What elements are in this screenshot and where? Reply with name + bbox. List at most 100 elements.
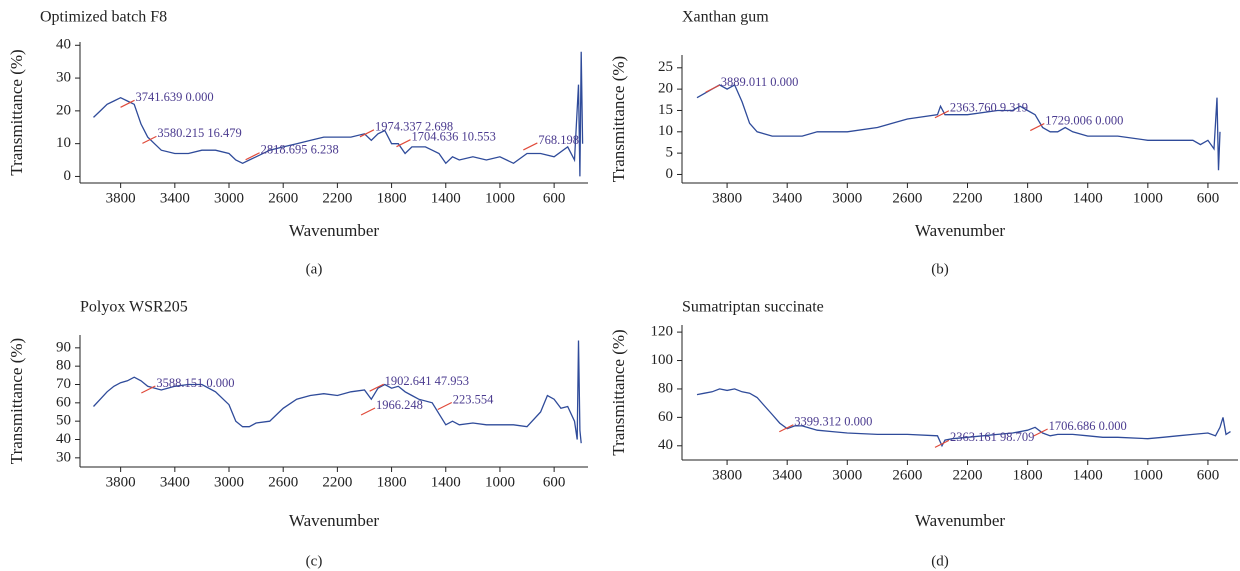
y-tick-label: 40 <box>56 37 71 53</box>
y-tick-label: 90 <box>56 339 71 355</box>
y-axis-label: Transmittance (%) <box>609 329 628 455</box>
y-tick-label: 100 <box>651 352 674 368</box>
x-tick-label: 600 <box>543 474 566 490</box>
x-tick-label: 3400 <box>160 190 190 206</box>
x-tick-label: 3800 <box>106 190 136 206</box>
y-tick-label: 120 <box>651 324 674 340</box>
annotation: 3588.151 0.000 <box>156 376 234 390</box>
y-axis-label: Transmittance (%) <box>609 56 628 182</box>
annotation: 768.198 <box>538 133 579 147</box>
x-tick-label: 1000 <box>485 190 515 206</box>
annotation: 3889.011 0.000 <box>721 75 799 89</box>
x-tick-label: 3800 <box>106 474 136 490</box>
annotation: 2363.760 9.319 <box>950 101 1028 115</box>
annotation: 1974.337 2.698 <box>375 120 453 134</box>
x-axis-label: Wavenumber <box>915 511 1006 530</box>
annotation-leader <box>359 129 375 138</box>
annotation-leader <box>142 135 157 144</box>
x-tick-label: 600 <box>1197 467 1220 483</box>
annotation-leader <box>1030 122 1045 132</box>
annotation: 1704.636 10.553 <box>411 130 495 144</box>
x-axis-label: Wavenumber <box>289 221 380 240</box>
x-axis-label: Wavenumber <box>915 221 1006 240</box>
x-tick-label: 1000 <box>1133 190 1163 206</box>
x-axis-label: Wavenumber <box>289 511 380 530</box>
x-tick-label: 3400 <box>772 190 802 206</box>
annotation-leader <box>523 142 538 151</box>
annotation: 1966.248 <box>376 398 423 412</box>
x-tick-label: 3400 <box>160 474 190 490</box>
x-tick-label: 1800 <box>377 474 407 490</box>
y-axis-label: Transmittance (%) <box>7 49 26 175</box>
x-tick-label: 2600 <box>268 190 298 206</box>
annotation-leader <box>360 407 376 416</box>
y-tick-label: 0 <box>666 166 674 182</box>
x-tick-label: 2600 <box>892 190 922 206</box>
annotation-leader <box>934 439 950 448</box>
caption: (a) <box>306 261 323 277</box>
y-tick-label: 70 <box>56 376 71 392</box>
y-tick-label: 80 <box>658 380 673 396</box>
y-axis-label: Transmittance (%) <box>7 338 26 464</box>
y-tick-label: 30 <box>56 70 71 86</box>
annotation-leader <box>396 139 411 148</box>
y-tick-label: 25 <box>658 59 673 75</box>
annotation: 1706.686 0.000 <box>1049 419 1127 433</box>
x-tick-label: 1400 <box>1073 467 1103 483</box>
x-tick-label: 1800 <box>1013 467 1043 483</box>
y-tick-label: 40 <box>56 431 71 447</box>
x-tick-label: 1800 <box>1013 190 1043 206</box>
y-tick-label: 30 <box>56 449 71 465</box>
annotation-leader <box>120 99 135 108</box>
y-tick-label: 0 <box>64 168 72 184</box>
caption: (b) <box>931 261 949 277</box>
caption: (c) <box>306 553 323 569</box>
annotation-leader <box>1033 428 1048 437</box>
y-tick-label: 10 <box>658 123 673 139</box>
x-tick-label: 1400 <box>1073 190 1103 206</box>
x-tick-label: 1400 <box>431 190 461 206</box>
spectrum-line <box>93 340 582 444</box>
spectrum-line <box>696 83 1221 171</box>
x-tick-label: 2600 <box>268 474 298 490</box>
x-tick-label: 3000 <box>214 190 244 206</box>
annotation: 3580.215 16.479 <box>157 126 241 140</box>
x-tick-label: 1400 <box>431 474 461 490</box>
caption: (d) <box>931 553 949 569</box>
annotation-leader <box>705 84 720 93</box>
y-tick-label: 10 <box>56 135 71 151</box>
x-tick-label: 3000 <box>832 190 862 206</box>
spectrum-line <box>93 51 584 177</box>
chart-title: Sumatriptan succinate <box>682 299 824 316</box>
chart-title: Polyox WSR205 <box>80 299 188 316</box>
x-tick-label: 1000 <box>485 474 515 490</box>
x-tick-label: 1000 <box>1133 467 1163 483</box>
y-tick-label: 80 <box>56 358 71 374</box>
annotation: 1729.006 0.000 <box>1045 113 1123 127</box>
annotation-leader <box>934 110 950 119</box>
x-tick-label: 3800 <box>712 467 742 483</box>
annotation: 1902.641 47.953 <box>385 374 469 388</box>
x-tick-label: 2200 <box>953 190 983 206</box>
annotation-leader <box>437 401 453 411</box>
annotation: 2363.161 98.709 <box>950 430 1034 444</box>
x-tick-label: 3000 <box>214 474 244 490</box>
annotation-leader <box>245 152 260 161</box>
annotation-leader <box>369 383 384 392</box>
y-tick-label: 20 <box>56 102 71 118</box>
y-tick-label: 5 <box>666 145 674 161</box>
chart-title: Xanthan gum <box>682 9 769 26</box>
x-tick-label: 3400 <box>772 467 802 483</box>
y-tick-label: 15 <box>658 102 673 118</box>
annotation: 3399.312 0.000 <box>794 415 872 429</box>
y-tick-label: 40 <box>658 437 673 453</box>
annotation: 223.554 <box>453 392 494 406</box>
x-tick-label: 2200 <box>953 467 983 483</box>
y-tick-label: 60 <box>56 394 71 410</box>
y-tick-label: 20 <box>658 81 673 97</box>
y-tick-label: 50 <box>56 413 71 429</box>
x-tick-label: 3000 <box>832 467 862 483</box>
x-tick-label: 2200 <box>322 190 352 206</box>
x-tick-label: 600 <box>1197 190 1220 206</box>
